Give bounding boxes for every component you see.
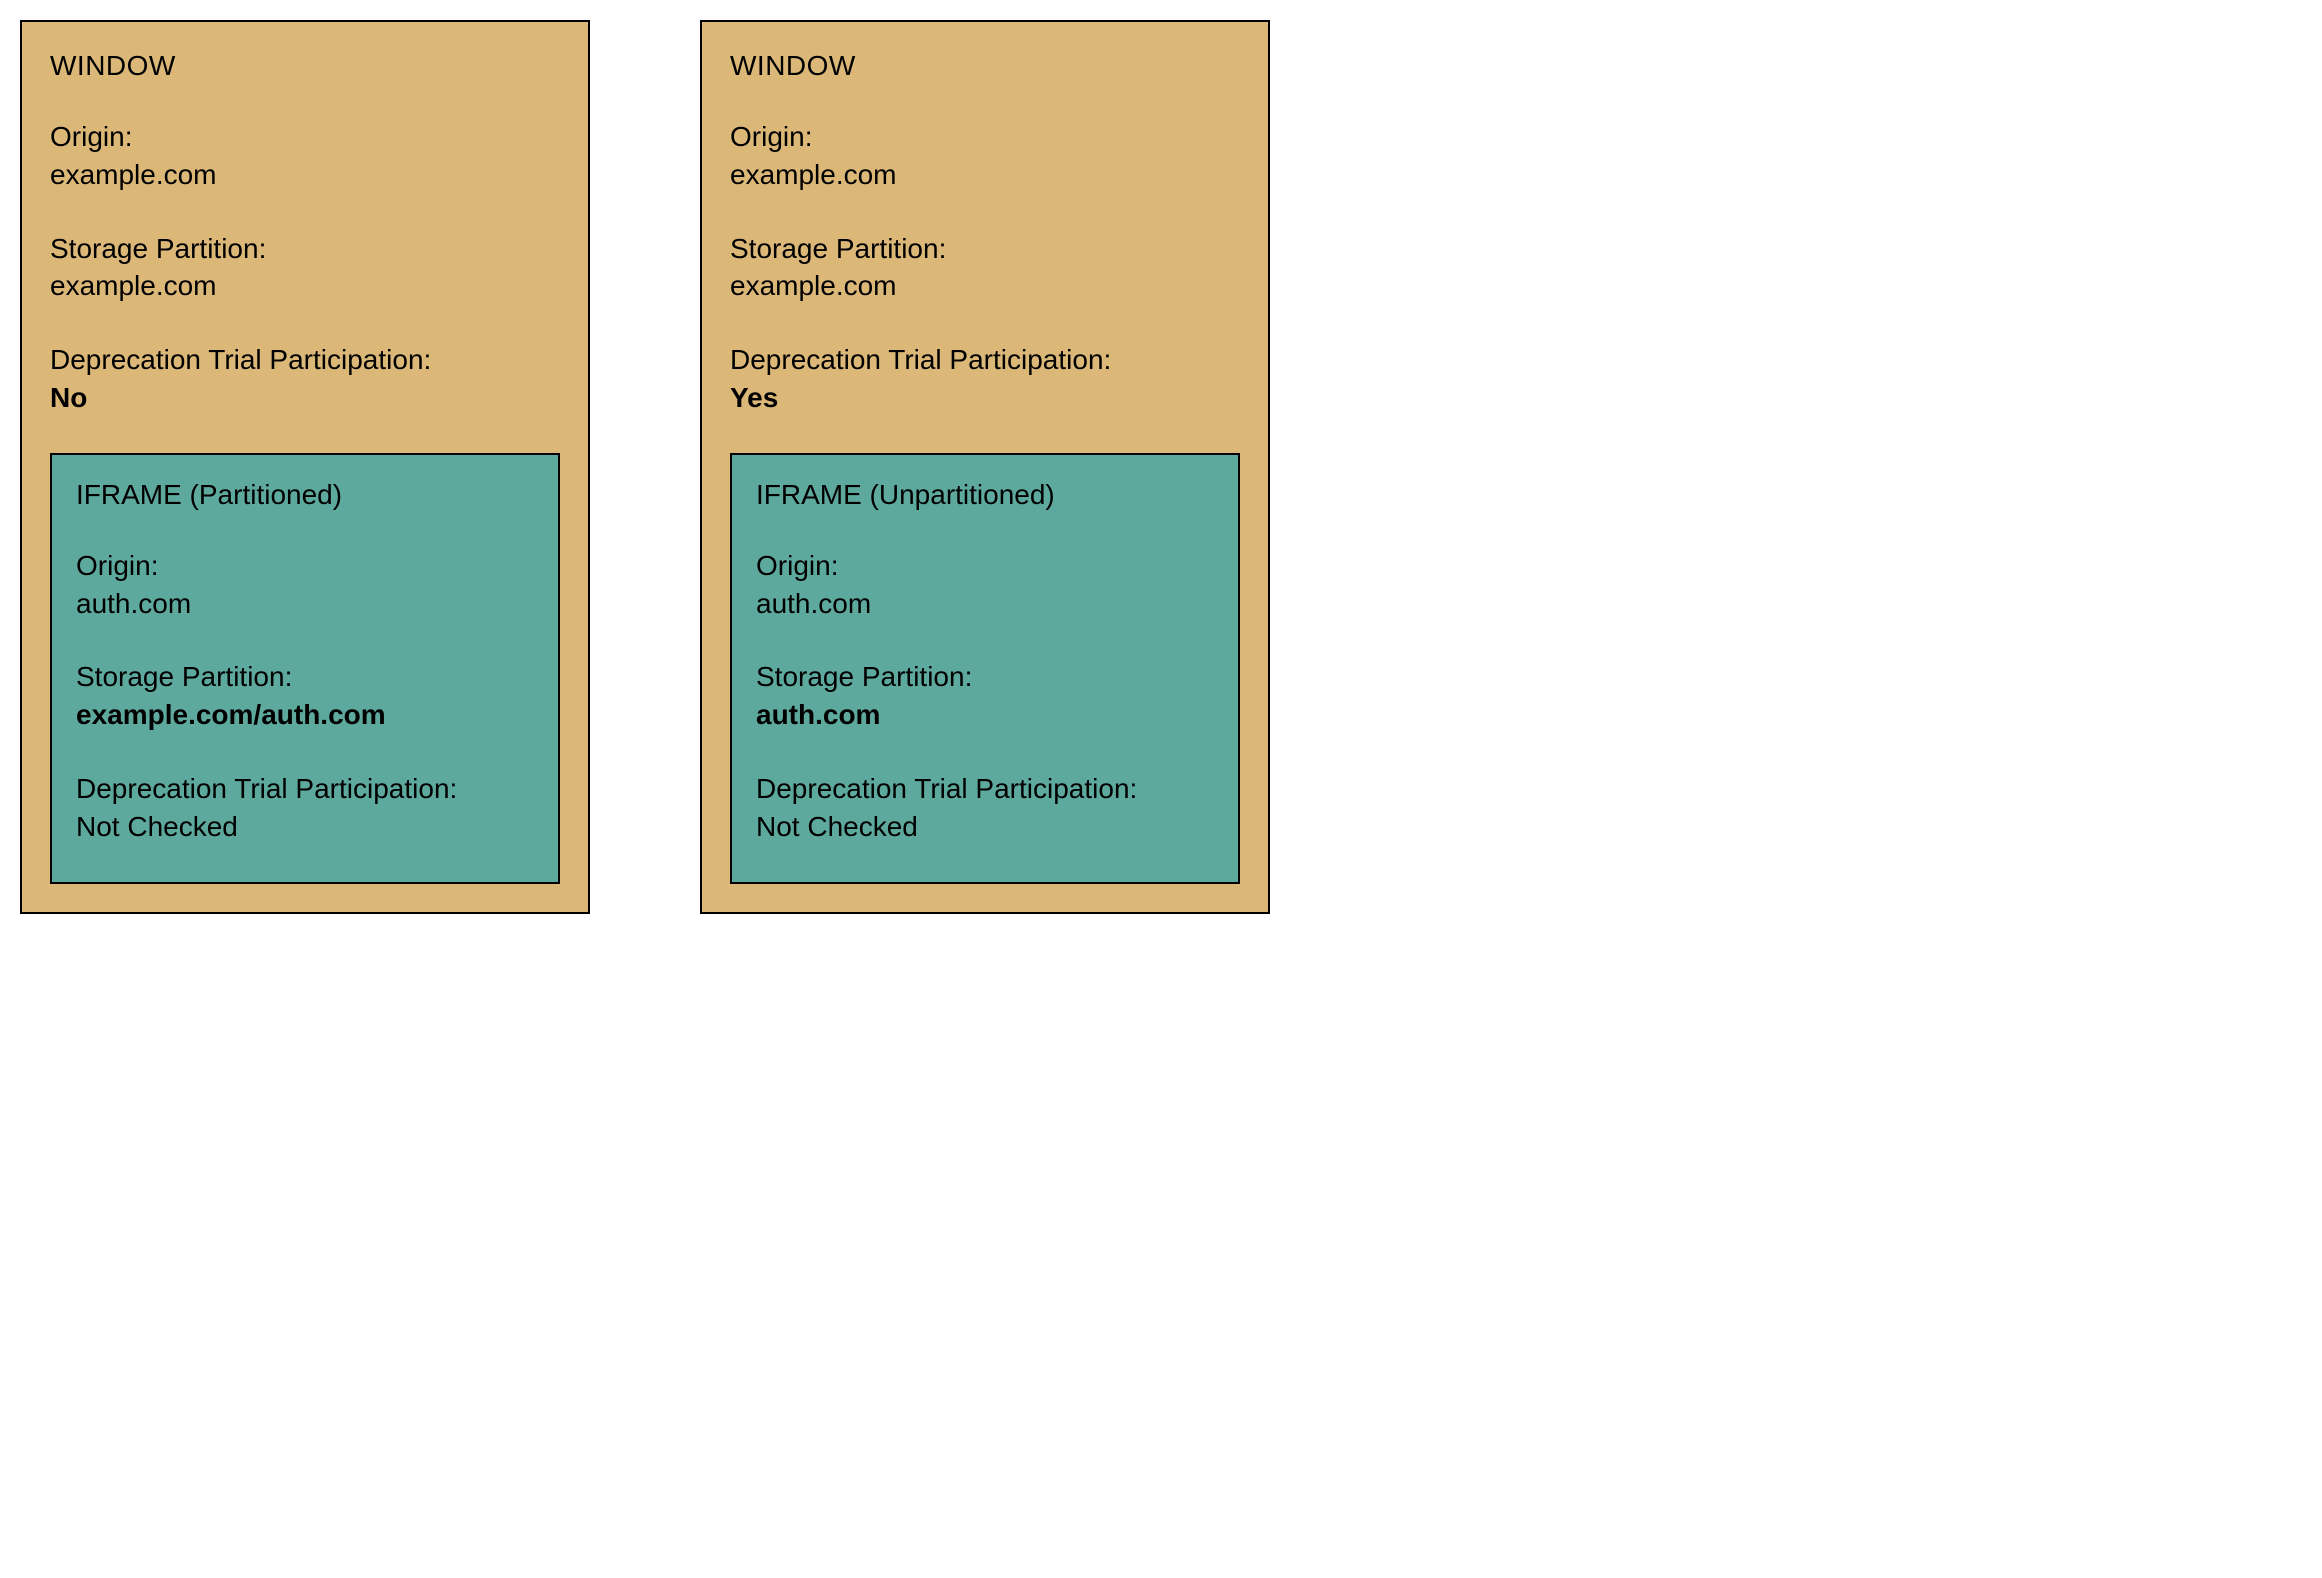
iframe-origin-group: Origin: auth.com [756, 547, 1214, 623]
storage-label: Storage Partition: [76, 658, 534, 696]
origin-value: example.com [730, 156, 1240, 194]
window-storage-group: Storage Partition: example.com [50, 230, 560, 306]
iframe-storage-group: Storage Partition: auth.com [756, 658, 1214, 734]
iframe-title: IFRAME (Unpartitioned) [756, 479, 1214, 511]
storage-value: example.com/auth.com [76, 696, 534, 734]
window-origin-group: Origin: example.com [730, 118, 1240, 194]
origin-label: Origin: [50, 118, 560, 156]
trial-value: No [50, 379, 560, 417]
iframe-box-right: IFRAME (Unpartitioned) Origin: auth.com … [730, 453, 1240, 884]
iframe-trial-group: Deprecation Trial Participation: Not Che… [76, 770, 534, 846]
iframe-title: IFRAME (Partitioned) [76, 479, 534, 511]
storage-value: example.com [50, 267, 560, 305]
origin-value: auth.com [756, 585, 1214, 623]
trial-label: Deprecation Trial Participation: [76, 770, 534, 808]
storage-value: example.com [730, 267, 1240, 305]
window-box-right: WINDOW Origin: example.com Storage Parti… [700, 20, 1270, 914]
window-origin-group: Origin: example.com [50, 118, 560, 194]
storage-label: Storage Partition: [730, 230, 1240, 268]
window-box-left: WINDOW Origin: example.com Storage Parti… [20, 20, 590, 914]
window-trial-group: Deprecation Trial Participation: Yes [730, 341, 1240, 417]
iframe-box-left: IFRAME (Partitioned) Origin: auth.com St… [50, 453, 560, 884]
window-trial-group: Deprecation Trial Participation: No [50, 341, 560, 417]
origin-label: Origin: [756, 547, 1214, 585]
window-title: WINDOW [50, 50, 560, 82]
trial-label: Deprecation Trial Participation: [50, 341, 560, 379]
window-storage-group: Storage Partition: example.com [730, 230, 1240, 306]
trial-label: Deprecation Trial Participation: [756, 770, 1214, 808]
trial-value: Not Checked [756, 808, 1214, 846]
origin-label: Origin: [730, 118, 1240, 156]
window-title: WINDOW [730, 50, 1240, 82]
trial-value: Yes [730, 379, 1240, 417]
diagram-container: WINDOW Origin: example.com Storage Parti… [20, 20, 2302, 914]
storage-label: Storage Partition: [50, 230, 560, 268]
trial-label: Deprecation Trial Participation: [730, 341, 1240, 379]
origin-value: auth.com [76, 585, 534, 623]
trial-value: Not Checked [76, 808, 534, 846]
storage-label: Storage Partition: [756, 658, 1214, 696]
iframe-origin-group: Origin: auth.com [76, 547, 534, 623]
storage-value: auth.com [756, 696, 1214, 734]
iframe-trial-group: Deprecation Trial Participation: Not Che… [756, 770, 1214, 846]
iframe-storage-group: Storage Partition: example.com/auth.com [76, 658, 534, 734]
origin-label: Origin: [76, 547, 534, 585]
origin-value: example.com [50, 156, 560, 194]
